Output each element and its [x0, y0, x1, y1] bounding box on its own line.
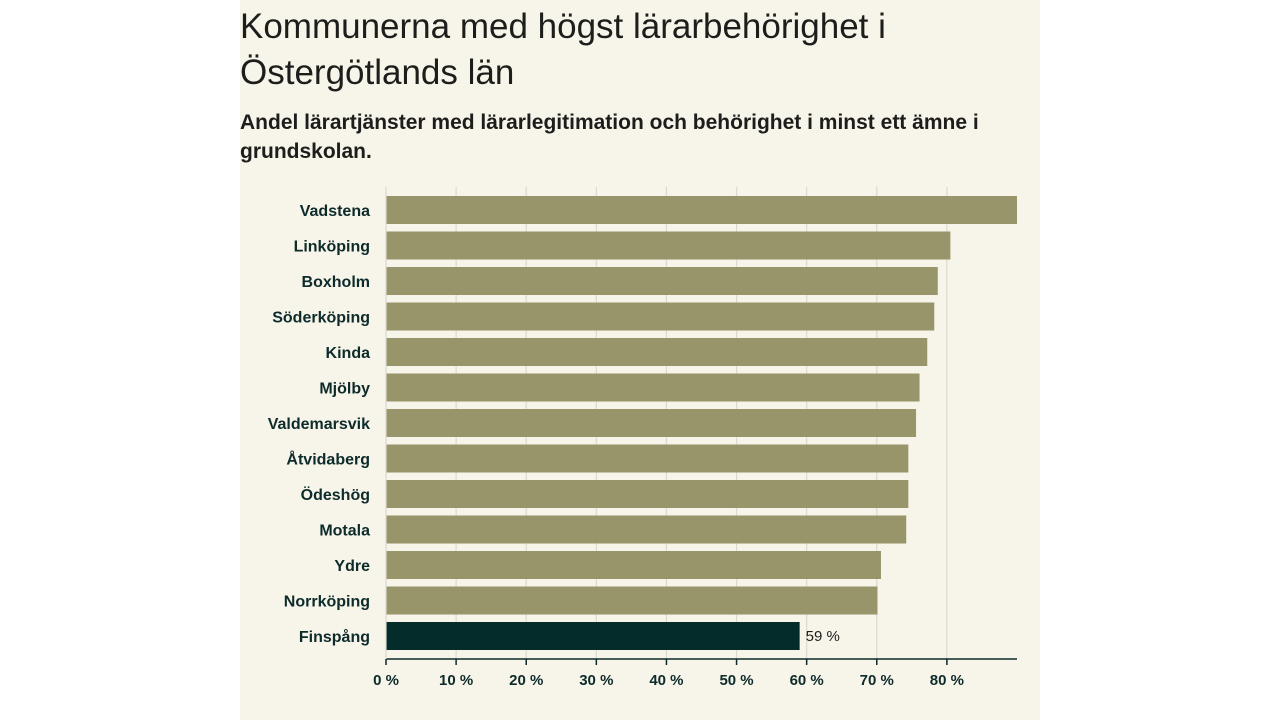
- category-label: Finspång: [299, 628, 370, 646]
- chart-title: Kommunerna med högst lärarbehörighet i Ö…: [240, 7, 886, 92]
- bar: [386, 338, 928, 366]
- x-tick-label: 30 %: [579, 672, 613, 689]
- bar: [386, 373, 920, 402]
- x-tick-label: 70 %: [860, 672, 894, 689]
- bar: [386, 622, 800, 650]
- x-tick-label: 50 %: [719, 672, 753, 689]
- chart-subtitle: Andel lärartjänster med lärarlegitimatio…: [240, 111, 979, 163]
- bar: [386, 302, 935, 331]
- category-label: Mjölby: [319, 381, 370, 398]
- bar: [386, 196, 1017, 224]
- x-tick-label: 0 %: [373, 672, 399, 689]
- bar: [386, 409, 917, 437]
- bar: [386, 444, 909, 473]
- category-label: Vadstena: [300, 203, 370, 220]
- bar: [386, 551, 881, 579]
- category-label: Ödeshög: [301, 485, 370, 504]
- bar-chart: Vadstena Linköping Boxholm Söderköping Kinda…: [268, 187, 1017, 689]
- category-label: Kinda: [326, 345, 371, 362]
- category-label: Valdemarsvik: [268, 416, 370, 433]
- category-label: Motala: [319, 523, 370, 540]
- category-label: Linköping: [294, 239, 370, 256]
- x-tick-label: 20 %: [509, 672, 543, 689]
- x-tick-label: 40 %: [649, 672, 683, 689]
- data-label: 59 %: [806, 628, 840, 645]
- category-label: Åtvidaberg: [286, 450, 370, 469]
- bar: [386, 267, 938, 295]
- bar: [386, 515, 907, 544]
- x-tick-label: 10 %: [439, 672, 473, 689]
- category-label: Norrköping: [284, 594, 370, 611]
- category-label: Boxholm: [302, 274, 370, 291]
- category-label: Söderköping: [272, 310, 370, 327]
- category-label: Ydre: [334, 558, 370, 575]
- bar: [386, 480, 909, 508]
- bar: [386, 231, 951, 260]
- x-tick-label: 80 %: [930, 672, 964, 689]
- x-tick-label: 60 %: [790, 672, 824, 689]
- bar: [386, 586, 878, 615]
- chart-panel: Kommunerna med högst lärarbehörighet i Ö…: [240, 0, 1040, 720]
